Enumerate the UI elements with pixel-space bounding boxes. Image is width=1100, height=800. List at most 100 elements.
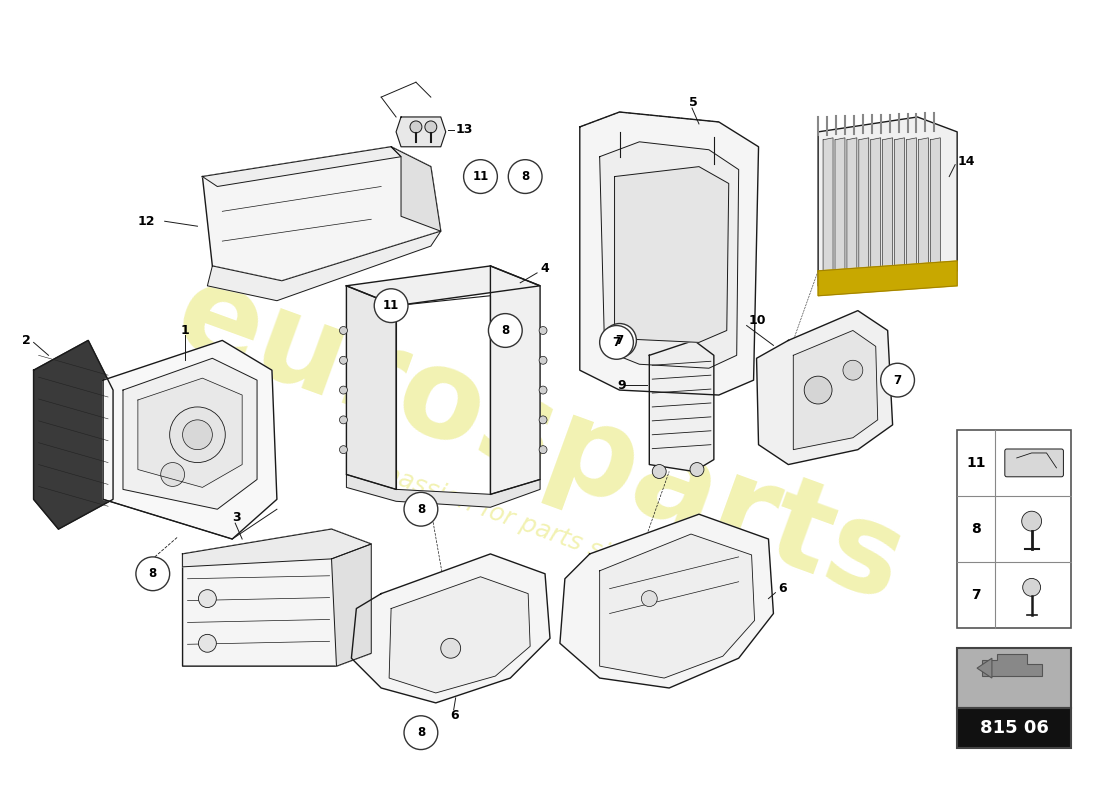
Text: eurosparts: eurosparts — [160, 252, 921, 627]
Circle shape — [539, 386, 547, 394]
Polygon shape — [871, 138, 881, 273]
Text: 6: 6 — [451, 710, 460, 722]
Polygon shape — [835, 138, 845, 273]
Circle shape — [488, 314, 522, 347]
Text: 12: 12 — [138, 214, 155, 228]
Polygon shape — [918, 138, 928, 273]
Polygon shape — [389, 577, 530, 693]
Polygon shape — [906, 138, 916, 273]
Polygon shape — [346, 266, 540, 306]
Polygon shape — [202, 146, 441, 281]
Polygon shape — [818, 117, 957, 286]
Text: 5: 5 — [689, 95, 697, 109]
Polygon shape — [183, 529, 372, 666]
Circle shape — [340, 356, 348, 364]
Circle shape — [404, 716, 438, 750]
Text: 11: 11 — [472, 170, 488, 183]
Polygon shape — [346, 474, 540, 507]
Text: 11: 11 — [966, 456, 986, 470]
Circle shape — [198, 634, 217, 652]
Circle shape — [169, 407, 226, 462]
Polygon shape — [351, 554, 550, 703]
Circle shape — [404, 492, 438, 526]
Polygon shape — [34, 341, 113, 529]
Text: 1: 1 — [180, 324, 189, 337]
Circle shape — [603, 323, 637, 358]
Polygon shape — [560, 514, 773, 688]
Text: 815 06: 815 06 — [980, 718, 1048, 737]
Circle shape — [1022, 511, 1042, 531]
Circle shape — [161, 462, 185, 486]
Circle shape — [183, 420, 212, 450]
Circle shape — [539, 446, 547, 454]
Polygon shape — [894, 138, 904, 273]
Polygon shape — [183, 529, 372, 567]
Polygon shape — [757, 310, 892, 465]
Circle shape — [539, 416, 547, 424]
Text: 13: 13 — [455, 123, 473, 136]
Circle shape — [539, 326, 547, 334]
Circle shape — [843, 360, 862, 380]
Polygon shape — [346, 286, 396, 490]
Circle shape — [881, 363, 914, 397]
Text: 11: 11 — [383, 299, 399, 312]
Text: 7: 7 — [893, 374, 902, 386]
Text: 8: 8 — [417, 726, 425, 739]
Polygon shape — [103, 341, 277, 539]
Polygon shape — [600, 534, 755, 678]
Polygon shape — [580, 112, 759, 395]
FancyBboxPatch shape — [1004, 449, 1064, 477]
Circle shape — [600, 326, 634, 359]
Text: 3: 3 — [232, 510, 241, 524]
Polygon shape — [202, 146, 402, 186]
Polygon shape — [977, 658, 992, 678]
Polygon shape — [331, 544, 372, 666]
Text: 9: 9 — [617, 378, 626, 392]
Circle shape — [539, 356, 547, 364]
Text: 8: 8 — [521, 170, 529, 183]
Circle shape — [198, 590, 217, 607]
Text: 7: 7 — [971, 588, 981, 602]
Polygon shape — [882, 138, 892, 273]
Polygon shape — [491, 266, 540, 494]
Polygon shape — [600, 142, 739, 368]
Polygon shape — [859, 138, 869, 273]
Text: 2: 2 — [22, 334, 31, 347]
Polygon shape — [823, 138, 833, 273]
Text: 6: 6 — [779, 582, 786, 595]
Circle shape — [410, 121, 422, 133]
Polygon shape — [138, 378, 242, 487]
Text: 7: 7 — [613, 336, 620, 349]
Circle shape — [508, 160, 542, 194]
Text: 8: 8 — [502, 324, 509, 337]
Polygon shape — [982, 654, 1042, 676]
Text: 8: 8 — [148, 567, 157, 580]
Circle shape — [374, 289, 408, 322]
Circle shape — [340, 416, 348, 424]
Polygon shape — [392, 146, 441, 231]
Text: 14: 14 — [957, 155, 975, 168]
Circle shape — [340, 446, 348, 454]
Polygon shape — [396, 117, 446, 146]
Text: 7: 7 — [616, 334, 624, 347]
Polygon shape — [818, 261, 957, 296]
FancyBboxPatch shape — [957, 648, 1071, 708]
Circle shape — [652, 465, 667, 478]
Polygon shape — [208, 231, 441, 301]
Polygon shape — [931, 138, 940, 273]
Text: 8: 8 — [971, 522, 981, 536]
Circle shape — [690, 462, 704, 477]
Text: 8: 8 — [417, 502, 425, 516]
Circle shape — [463, 160, 497, 194]
Polygon shape — [123, 358, 257, 510]
Polygon shape — [649, 341, 714, 471]
Circle shape — [641, 590, 658, 606]
Circle shape — [425, 121, 437, 133]
Circle shape — [1023, 578, 1041, 596]
FancyBboxPatch shape — [957, 708, 1071, 747]
Polygon shape — [793, 330, 878, 450]
Circle shape — [340, 386, 348, 394]
Polygon shape — [847, 138, 857, 273]
Circle shape — [441, 638, 461, 658]
FancyBboxPatch shape — [957, 430, 1071, 629]
